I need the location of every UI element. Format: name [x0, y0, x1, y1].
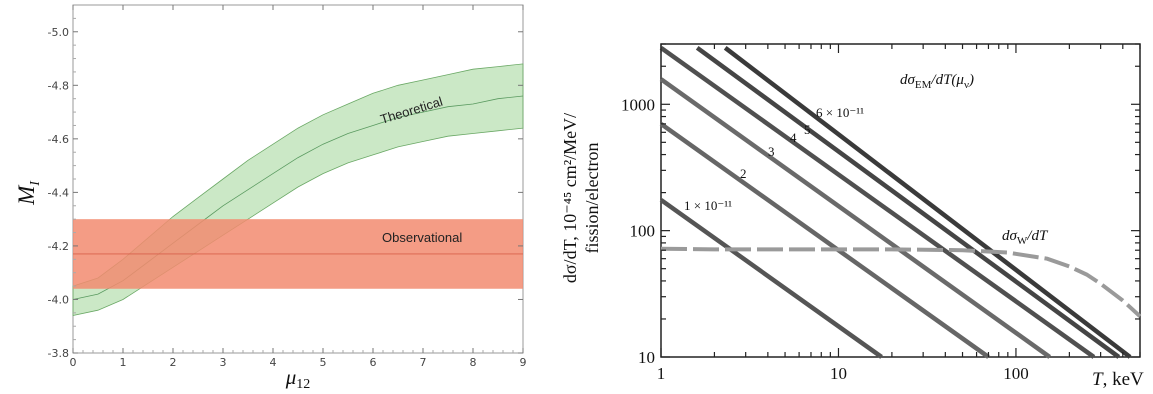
series-label-1: 1 × 10⁻¹¹	[684, 198, 732, 213]
right-series-group	[659, 45, 1142, 359]
left-y-tick-label: -4.2	[48, 240, 69, 253]
series-label-5: 5	[804, 122, 811, 137]
left-x-tick-label: 9	[520, 356, 527, 369]
left-x-tick-label: 2	[170, 356, 177, 369]
left-x-tick-label: 6	[370, 356, 377, 369]
left-x-tick-label: 0	[70, 356, 77, 369]
left-y-tick-label: -4.0	[48, 293, 69, 306]
right-y-tick-label: 10	[638, 348, 655, 367]
em-line-4	[659, 45, 1096, 359]
left-y-tick-label: -4.6	[48, 133, 69, 146]
svg-text:dσ/dT, 10⁻⁴⁵ cm²/MeV/: dσ/dT, 10⁻⁴⁵ cm²/MeV/	[560, 113, 580, 283]
em-line-5	[695, 45, 1121, 359]
left-x-tick-label: 7	[420, 356, 427, 369]
right-y-ticks: 10 100 1000	[621, 43, 1140, 367]
left-x-tick-label: 8	[470, 356, 477, 369]
right-x-axis-label: T, keV	[1092, 369, 1144, 390]
left-y-axis-label: MI	[14, 180, 43, 206]
right-y-axis-label: dσ/dT, 10⁻⁴⁵ cm²/MeV/ fission/electron	[560, 113, 602, 283]
em-line-2	[659, 122, 990, 359]
left-y-tick-label: -4.8	[48, 79, 69, 92]
right-x-tick-label: 1	[657, 364, 666, 383]
right-x-tick-label: 100	[1003, 364, 1029, 383]
observational-label: Observational	[382, 230, 462, 245]
weak-cross-section-label: dσW/dT	[1002, 228, 1049, 247]
left-y-ticks: -5.0 -4.8 -4.6 -4.4 -4.2 -4.0 -3.8	[48, 17, 523, 360]
right-x-ticks: 1 10 100	[657, 44, 1141, 383]
left-y-tick-label: -4.4	[48, 186, 69, 199]
em-line-6	[723, 46, 1132, 359]
series-label-6: 6 × 10⁻¹¹	[816, 105, 864, 120]
left-x-tick-label: 4	[270, 356, 277, 369]
em-line-3	[659, 77, 1052, 359]
left-x-axis-label: μ12	[285, 365, 311, 392]
right-y-tick-label: 1000	[621, 95, 655, 114]
left-observational-band-group	[73, 219, 523, 289]
left-x-tick-label: 1	[120, 356, 127, 369]
right-x-tick-label: 10	[830, 364, 847, 383]
right-y-tick-label: 100	[630, 222, 656, 241]
em-cross-section-label: dσEM/dT(μν)	[900, 72, 974, 91]
svg-text:fission/electron: fission/electron	[582, 143, 602, 254]
left-y-tick-label: -5.0	[48, 26, 69, 39]
em-line-1	[659, 198, 883, 359]
left-x-tick-label: 3	[220, 356, 227, 369]
left-x-tick-label: 5	[320, 356, 327, 369]
left-x-ticks: 0 1 2 3 4 5 6 7 8 9	[70, 5, 527, 369]
series-label-4: 4	[790, 130, 797, 145]
series-label-3: 3	[768, 144, 775, 159]
left-y-tick-label: -3.8	[48, 347, 69, 360]
series-label-2: 2	[740, 166, 747, 181]
